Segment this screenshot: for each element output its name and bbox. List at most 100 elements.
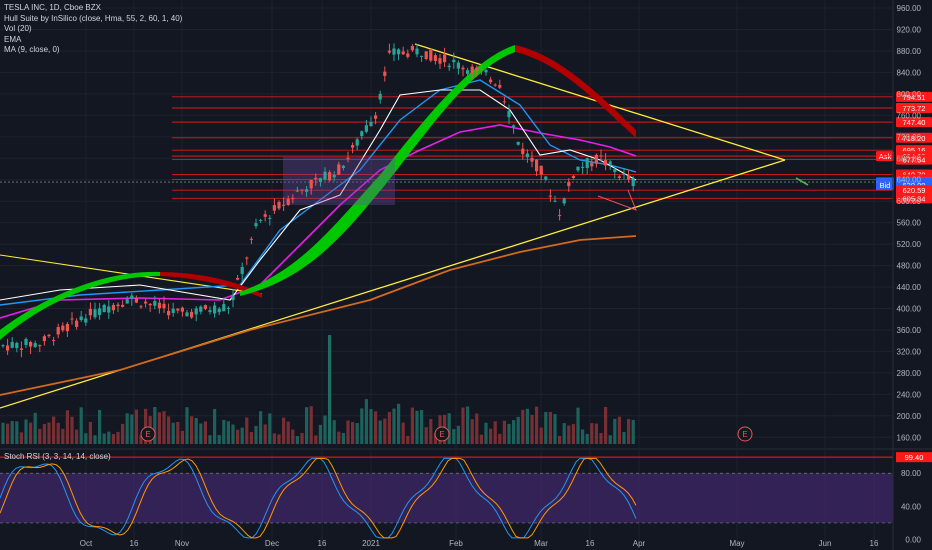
hull-band-bull [240, 45, 515, 296]
legend-vol[interactable]: Vol (20) [4, 24, 32, 33]
candle-body [52, 340, 56, 342]
stoch-legend[interactable]: Stoch RSI (3, 3, 14, 14, close) [4, 452, 111, 461]
candle-body [525, 153, 529, 158]
candle-body [548, 195, 552, 197]
legend-ema[interactable]: EMA [4, 34, 22, 44]
candle-body [286, 199, 290, 205]
legend-ma[interactable]: MA (9, close, 0) [4, 45, 60, 54]
candle-body [240, 266, 244, 274]
date-tick-label: 16 [130, 539, 139, 548]
candle-body [627, 175, 631, 180]
candle-body [364, 125, 368, 132]
candle-body [507, 110, 511, 118]
candle-body [558, 215, 562, 217]
candle-body [512, 125, 516, 127]
volume-bar [42, 423, 46, 444]
hull-band-bear [160, 272, 262, 298]
candle-body [387, 50, 391, 53]
legend-symbol[interactable]: TESLA INC, 1D, Cboe BZX [4, 3, 101, 12]
candle-body [438, 58, 442, 64]
price-axis-label: 677.54 [896, 154, 932, 165]
stoch-overbought-band [0, 473, 893, 523]
volume-bar [263, 424, 267, 444]
price-axis-label: 794.51 [896, 91, 932, 102]
price-label-text: 677.54 [903, 156, 926, 165]
volume-bar [346, 420, 350, 444]
candle-body [433, 55, 437, 61]
volume-bar [323, 415, 327, 444]
candle-body [355, 139, 359, 146]
date-tick-label: 16 [586, 539, 595, 548]
candle-body [15, 342, 19, 349]
price-tick-label: 720.00 [897, 133, 922, 142]
volume-bar [571, 424, 575, 444]
candle-body [254, 223, 258, 227]
candle-body [167, 310, 171, 316]
volume-bar [401, 422, 405, 444]
candle-body [406, 53, 410, 57]
candle-body [277, 201, 281, 209]
volume-bars [1, 335, 635, 444]
stoch-tick-label: 80.00 [901, 469, 922, 478]
candle-body [590, 162, 594, 167]
volume-bar [19, 432, 23, 444]
price-tick-label: 520.00 [897, 240, 922, 249]
candle-body [424, 51, 428, 59]
volume-bar [521, 409, 525, 444]
volume-bar [470, 419, 474, 444]
date-tick-label: 16 [318, 539, 327, 548]
stoch-label-box [896, 452, 932, 463]
volume-bar [590, 423, 594, 444]
candle-body [245, 257, 249, 259]
price-axis-label: Bid [876, 180, 894, 191]
ma9-line [0, 89, 637, 301]
candle-body [203, 305, 207, 309]
volume-bar [102, 433, 106, 444]
price-label-text: 747.40 [903, 118, 926, 127]
volume-bar [190, 416, 194, 444]
candle-body [282, 204, 286, 206]
candle-body [493, 84, 497, 86]
candle-body [323, 171, 327, 180]
price-tick-label: 680.00 [897, 154, 922, 163]
candle-body [599, 155, 603, 157]
candle-body [134, 298, 138, 303]
volume-bar [272, 433, 276, 444]
date-tick-label: Apr [633, 539, 646, 548]
earnings-event-marker: E [737, 426, 753, 442]
long-ma-line [0, 235, 637, 396]
volume-bar [213, 408, 217, 444]
volume-bar [447, 413, 451, 444]
candle-body [429, 48, 433, 61]
price-label-box [876, 180, 894, 191]
candle-body [162, 303, 166, 309]
date-tick-label: Jun [819, 539, 832, 548]
volume-bar [125, 413, 129, 444]
candle-body [42, 336, 46, 342]
candle-body [180, 307, 184, 312]
price-label-text: 605.34 [903, 194, 926, 203]
candle-body [121, 304, 125, 307]
candle-body [318, 178, 322, 182]
legend-hull[interactable]: Hull Suite by InSilico (close, Hma, 55, … [4, 13, 183, 23]
price-tick-label: 280.00 [897, 369, 922, 378]
candle-body [415, 48, 419, 55]
price-label-text: Bid [880, 181, 891, 190]
candle-body [29, 341, 33, 347]
price-tick-label: 560.00 [897, 219, 922, 228]
volume-bar [604, 406, 608, 444]
candle-body [111, 304, 115, 311]
candle-body [93, 309, 97, 318]
date-tick-label: Dec [265, 539, 279, 548]
price-label-text: 773.72 [903, 104, 926, 113]
volume-bar [245, 417, 249, 444]
volume-bar [337, 431, 341, 444]
volume-bar [544, 412, 548, 444]
volume-bar [180, 430, 184, 444]
price-axis-label: 773.72 [896, 102, 932, 113]
volume-bar [502, 420, 506, 444]
grid [0, 0, 893, 542]
volume-bar [567, 425, 571, 444]
candle-body [84, 318, 88, 323]
